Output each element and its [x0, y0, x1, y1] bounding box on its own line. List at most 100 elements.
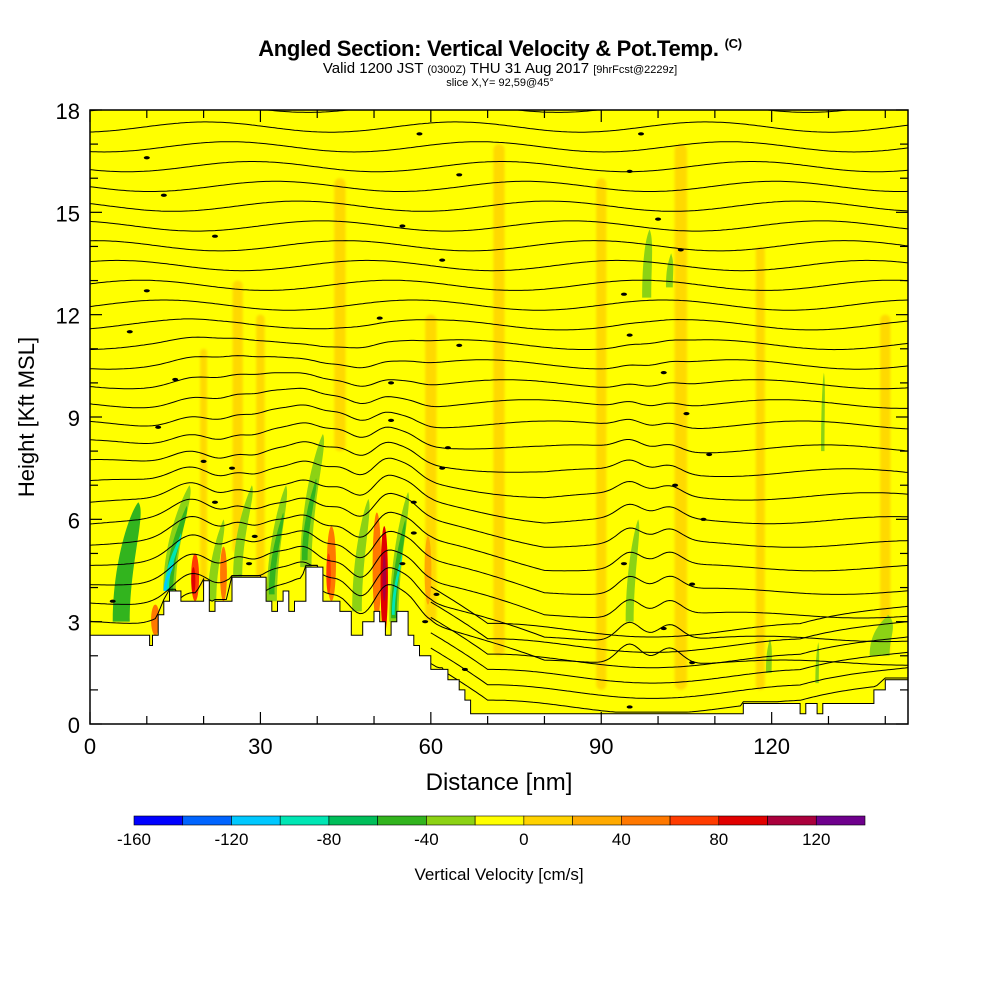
colorbar-tick-label: 120: [802, 830, 830, 849]
isentrope-line: [430, 632, 908, 684]
x-axis-label: Distance [nm]: [426, 769, 573, 796]
isentrope-label-marker: [211, 500, 218, 504]
updraft-band: [256, 314, 265, 588]
isentrope-line: [90, 511, 908, 572]
isentrope-label-marker: [456, 343, 463, 347]
isentrope-label-marker: [461, 667, 468, 672]
downdraft-area: [765, 638, 772, 673]
isentrope-label-marker: [677, 248, 684, 252]
y-tick-labels: 0 3 6 9 12 15 18: [56, 99, 80, 738]
isentrope-line: [430, 586, 908, 638]
colorbar-tick-label: -160: [117, 830, 151, 849]
colorbar-label: Vertical Velocity [cm/s]: [414, 865, 583, 884]
isentrope-label-marker: [229, 466, 236, 470]
downdraft-area: [625, 519, 640, 622]
axis-ticks: [89, 109, 908, 725]
isentrope-label-marker: [388, 418, 395, 423]
isentrope-label-marker: [172, 377, 179, 382]
isentrope-label-marker: [388, 381, 395, 385]
isentrope-line: [90, 561, 908, 643]
terrain-profile: [90, 566, 908, 724]
isentrope-line: [90, 545, 908, 619]
isentrope-line: [90, 474, 908, 525]
colorbar-bin: [621, 815, 671, 826]
downdraft-area: [869, 614, 893, 656]
isentrope-line: [90, 240, 908, 252]
isentrope-line: [90, 372, 908, 390]
y-tick-label: 12: [56, 304, 80, 329]
isentrope-label-marker: [433, 592, 440, 596]
downdraft-area: [301, 478, 317, 561]
updraft-band: [674, 144, 688, 690]
downdraft-area: [112, 502, 141, 622]
isentrope-label-marker: [439, 258, 446, 262]
downdraft-area: [821, 372, 825, 452]
isentrope-line: [90, 121, 908, 133]
isentrope-label-marker: [143, 156, 150, 160]
isentrope-label-marker: [689, 582, 696, 586]
y-tick-label: 15: [56, 201, 80, 226]
isentrope-label-marker: [422, 620, 429, 624]
colorbar-tick-label: -80: [317, 830, 342, 849]
colorbar-tick-label: 40: [612, 830, 631, 849]
updraft-core: [326, 553, 331, 595]
downdraft-area: [163, 560, 174, 591]
downdraft-area: [666, 253, 674, 288]
updraft-band: [232, 280, 243, 554]
isentrope-label-marker: [200, 459, 207, 463]
colorbar-tick-label: -40: [414, 830, 439, 849]
isentrope-line: [430, 616, 908, 669]
updraft-band: [755, 246, 765, 690]
x-tick-label: 30: [248, 734, 272, 759]
isentrope-label-marker: [439, 466, 446, 470]
colorbar-bin: [718, 815, 768, 826]
isentrope-label-marker: [211, 234, 218, 238]
updraft-core: [424, 536, 432, 605]
chart-subtitle: Valid 1200 JST (0300Z) THU 31 Aug 2017 […: [0, 60, 1000, 77]
isentrope-label-marker: [700, 517, 707, 521]
isentrope-label-marker: [660, 626, 667, 631]
isentrope-line: [90, 564, 908, 666]
isentrope-line: [430, 663, 908, 713]
isentrope-label-marker: [251, 534, 258, 538]
x-tick-label: 120: [753, 734, 790, 759]
colorbar-tick-label: 0: [519, 830, 528, 849]
isentrope-lines: [90, 110, 908, 713]
y-axis-label: Height [Kft MSL]: [14, 337, 39, 497]
valid-utc: (0300Z): [427, 64, 466, 76]
colorbar-bin: [279, 815, 330, 826]
x-tick-label: 90: [589, 734, 613, 759]
isentrope-line: [90, 141, 908, 153]
isentrope-line: [90, 441, 908, 477]
isentrope-line: [90, 259, 908, 272]
y-tick-label: 9: [68, 406, 80, 431]
colorbar-bin: [669, 815, 720, 826]
isentrope-label-marker: [444, 446, 451, 450]
isentrope-label-marker: [626, 169, 633, 173]
isentrope-label-marker: [626, 705, 633, 709]
updraft-core: [382, 553, 386, 602]
valid-date: THU 31 Aug 2017: [469, 60, 590, 77]
forecast-info: [9hrFcst@2229z]: [593, 64, 678, 76]
isentrope-label-marker: [126, 330, 133, 334]
chart-title: Angled Section: Vertical Velocity & Pot.…: [0, 36, 1000, 62]
downdraft-area: [352, 498, 370, 612]
y-tick-label: 18: [56, 99, 80, 124]
isentrope-line: [430, 601, 908, 653]
isentrope-line: [90, 299, 908, 311]
isentrope-line: [430, 647, 908, 699]
x-tick-labels: 0 30 60 90 120: [84, 734, 790, 759]
colorbar-bin: [767, 815, 817, 826]
isentrope-label-marker: [109, 599, 116, 603]
isentrope-label-marker: [456, 173, 463, 177]
isentrope-label-marker: [672, 483, 679, 487]
isentrope-line: [90, 318, 908, 331]
isentrope-label-marker: [376, 316, 383, 320]
isentrope-label-marker: [660, 371, 667, 375]
updraft-band: [200, 348, 208, 588]
isentrope-label-marker: [143, 289, 150, 293]
isentrope-line: [90, 530, 908, 595]
colorbar-bin: [426, 815, 476, 826]
colorbar-bin: [133, 815, 184, 826]
